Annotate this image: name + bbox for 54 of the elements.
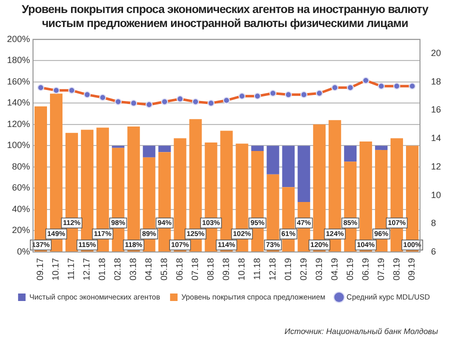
x-tick-label: 06.19 — [360, 258, 370, 281]
y-tick-label: 40% — [12, 204, 30, 214]
y2-tick-label: 8 — [430, 218, 436, 228]
x-tick-label: 09.19 — [406, 258, 417, 281]
x-tick-label: 03.19 — [314, 258, 324, 281]
y2-tick-label: 18 — [430, 76, 442, 86]
x-tick-label: 09.18 — [220, 258, 231, 281]
x-tick-label: 08.19 — [391, 258, 402, 281]
bar — [158, 146, 171, 152]
x-tick-label: 01.19 — [282, 258, 293, 281]
x-tick-label: 12.18 — [267, 258, 278, 281]
bar — [266, 146, 280, 174]
x-tick-label: 04.18 — [144, 258, 154, 281]
x-tick-label: 10.17 — [50, 258, 61, 281]
x-tick-label: 05.18 — [159, 258, 170, 281]
y-tick-label: 140% — [6, 98, 30, 108]
x-tick-label: 04.19 — [329, 258, 340, 281]
chart-title: Уровень покрытия спроса экономических агентов на иностранную валюту чистым предложением иностранной валюты физическими лицами — [20, 3, 430, 31]
x-tick-label: 06.18 — [174, 258, 185, 281]
x-tick-label: 09.17 — [35, 258, 46, 281]
x-tick-label: 07.19 — [376, 258, 386, 281]
text: Источник: Национальный банк Молдовы — [284, 327, 438, 336]
x-tick-label: 11.18 — [252, 258, 262, 280]
y2-tick-label: 14 — [430, 133, 442, 144]
y2-tick-label: 16 — [430, 104, 442, 115]
y2-tick-label: 20 — [430, 48, 442, 58]
x-tick-label: 02.19 — [298, 258, 308, 281]
y-tick-label: 20% — [12, 225, 30, 236]
y-tick-label: 0% — [17, 246, 30, 256]
bar — [142, 146, 156, 158]
y-tick-label: 100% — [6, 140, 30, 150]
y-tick-label: 80% — [12, 161, 30, 172]
bar — [375, 146, 388, 150]
x-tick-label: 12.17 — [82, 258, 92, 281]
y-tick-label: 200% — [6, 34, 30, 44]
x-tick-label: 10.18 — [236, 258, 246, 281]
y2-tick-label: 12 — [430, 161, 442, 172]
y-tick-label: 120% — [6, 118, 30, 129]
x-tick-label: 01.18 — [97, 258, 108, 281]
y-tick-label: 180% — [6, 55, 30, 66]
bar — [282, 146, 295, 188]
y-tick-label: 160% — [6, 76, 30, 86]
y2-tick-label: 6 — [430, 246, 436, 256]
x-tick-label: 03.18 — [128, 258, 138, 281]
x-tick-label: 11.17 — [66, 258, 76, 280]
bar — [298, 146, 310, 202]
x-tick-label: 02.18 — [112, 258, 123, 281]
y2-tick-label: 10 — [430, 190, 442, 200]
bar — [251, 146, 264, 152]
bar — [344, 146, 357, 162]
x-tick-label: 08.18 — [206, 258, 216, 281]
x-tick-label: 05.19 — [344, 258, 355, 281]
x-tick-label: 07.18 — [190, 258, 200, 281]
y-tick-label: 60% — [12, 182, 30, 193]
